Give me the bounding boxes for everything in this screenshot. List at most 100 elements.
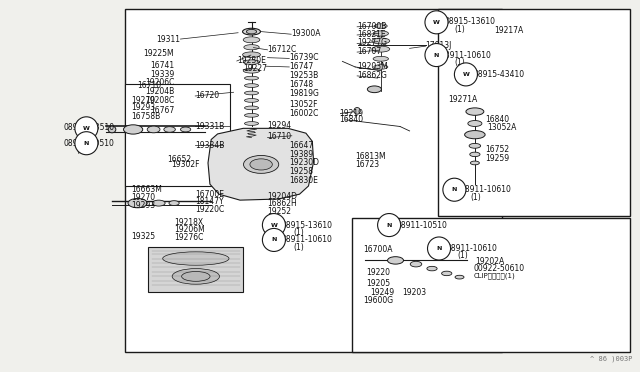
Text: 18147Y: 18147Y <box>195 197 224 206</box>
Text: 19334B: 19334B <box>195 141 225 150</box>
Ellipse shape <box>147 126 160 133</box>
Text: 16723: 16723 <box>355 160 380 169</box>
Ellipse shape <box>378 214 401 237</box>
Text: 19339: 19339 <box>150 70 174 79</box>
Ellipse shape <box>262 214 285 237</box>
FancyBboxPatch shape <box>352 218 630 352</box>
Text: W: W <box>433 20 440 25</box>
Ellipse shape <box>75 132 98 155</box>
Ellipse shape <box>244 91 259 95</box>
Ellipse shape <box>244 84 259 87</box>
Ellipse shape <box>124 125 143 134</box>
Text: 16002C: 16002C <box>289 109 319 118</box>
Ellipse shape <box>388 257 404 264</box>
Text: ^ 86 )003P: ^ 86 )003P <box>590 355 632 362</box>
Ellipse shape <box>244 106 259 110</box>
Ellipse shape <box>244 76 259 80</box>
Text: 16741: 16741 <box>150 61 174 70</box>
Text: 19202A: 19202A <box>475 257 504 266</box>
FancyBboxPatch shape <box>125 84 230 186</box>
Text: 19206C: 19206C <box>145 78 174 87</box>
Text: (1): (1) <box>454 25 465 33</box>
Ellipse shape <box>470 152 480 157</box>
Ellipse shape <box>164 126 175 132</box>
Text: 19300A: 19300A <box>291 29 321 38</box>
Ellipse shape <box>469 143 481 148</box>
Text: 19302F: 19302F <box>172 160 200 169</box>
Text: 19600G: 19600G <box>364 296 394 305</box>
FancyBboxPatch shape <box>148 247 243 292</box>
Text: 13052A: 13052A <box>488 123 517 132</box>
Text: 16752: 16752 <box>485 145 509 154</box>
Ellipse shape <box>75 117 98 140</box>
Text: (1): (1) <box>454 58 465 67</box>
Text: 16700A: 16700A <box>364 246 393 254</box>
Ellipse shape <box>427 266 437 271</box>
Text: 16862G: 16862G <box>357 71 387 80</box>
Ellipse shape <box>244 45 259 50</box>
Text: N: N <box>452 187 457 192</box>
Ellipse shape <box>262 228 285 251</box>
Text: 08911-10610: 08911-10610 <box>447 244 497 253</box>
Text: 19220C: 19220C <box>195 205 225 214</box>
Ellipse shape <box>108 126 116 133</box>
Text: 19206M: 19206M <box>174 225 205 234</box>
Ellipse shape <box>152 200 165 206</box>
Ellipse shape <box>172 269 220 284</box>
Ellipse shape <box>468 121 482 126</box>
Text: 19204B: 19204B <box>145 87 174 96</box>
Text: N: N <box>84 141 89 146</box>
Text: 19218X: 19218X <box>174 218 204 227</box>
Ellipse shape <box>373 31 388 36</box>
Text: 19311: 19311 <box>156 35 180 44</box>
Text: N: N <box>434 52 439 58</box>
Text: 19294: 19294 <box>268 121 292 130</box>
Text: 16739C: 16739C <box>289 53 319 62</box>
Ellipse shape <box>243 28 260 35</box>
Text: N: N <box>387 222 392 228</box>
Text: 16840: 16840 <box>339 115 364 124</box>
Text: 16840: 16840 <box>485 115 509 124</box>
Text: 19277G: 19277G <box>357 38 387 47</box>
Text: 19276C: 19276C <box>174 233 204 242</box>
Ellipse shape <box>169 201 179 205</box>
Text: 16862H: 16862H <box>268 199 297 208</box>
Text: 19217A: 19217A <box>494 26 524 35</box>
Text: (1): (1) <box>77 130 88 139</box>
Text: (1): (1) <box>458 251 468 260</box>
Text: 19253B: 19253B <box>289 71 319 80</box>
Ellipse shape <box>470 161 479 165</box>
Text: 16712C: 16712C <box>268 45 297 54</box>
Text: 19259: 19259 <box>485 154 509 163</box>
Text: W: W <box>83 126 90 131</box>
Text: 16700B: 16700B <box>357 22 387 31</box>
Text: 16707: 16707 <box>357 47 381 56</box>
Ellipse shape <box>454 63 477 86</box>
Ellipse shape <box>244 122 259 125</box>
Text: 16700E: 16700E <box>195 190 224 199</box>
Ellipse shape <box>372 46 390 52</box>
Text: 08915-13610: 08915-13610 <box>444 17 495 26</box>
Ellipse shape <box>244 113 259 117</box>
Text: 08911-10610: 08911-10610 <box>440 51 491 60</box>
Text: 00922-50610: 00922-50610 <box>474 264 525 273</box>
Ellipse shape <box>182 272 210 281</box>
Text: W: W <box>271 222 277 228</box>
Text: 16663M: 16663M <box>131 185 162 194</box>
Ellipse shape <box>372 38 390 44</box>
Text: 16647: 16647 <box>289 141 314 150</box>
Text: 19205: 19205 <box>366 279 390 288</box>
Ellipse shape <box>367 86 381 93</box>
Text: 19225M: 19225M <box>143 49 174 58</box>
Ellipse shape <box>243 52 260 58</box>
Ellipse shape <box>250 159 273 170</box>
Text: 16821E: 16821E <box>357 30 386 39</box>
Text: 19270: 19270 <box>131 193 156 202</box>
Ellipse shape <box>442 271 452 276</box>
Ellipse shape <box>428 237 451 260</box>
Ellipse shape <box>425 11 448 34</box>
Text: 16767: 16767 <box>150 106 174 115</box>
Text: 19227: 19227 <box>243 64 268 73</box>
Text: 16830E: 16830E <box>289 176 318 185</box>
Text: (1): (1) <box>293 243 304 252</box>
